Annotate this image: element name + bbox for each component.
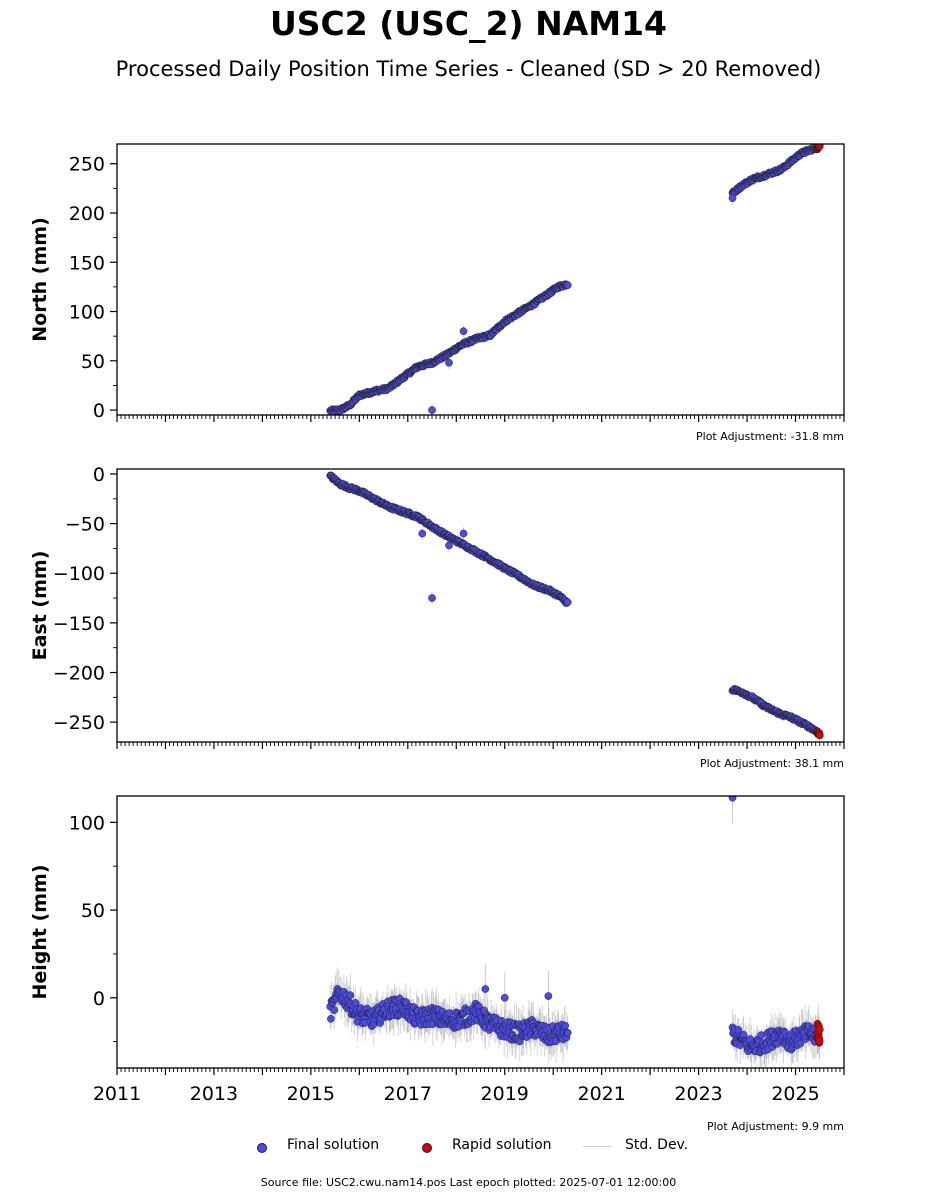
final-outlier-point: [418, 529, 427, 538]
x-tick-label: 2011: [93, 1083, 141, 1105]
plot-adjustment-note: Plot Adjustment: 38.1 mm: [700, 757, 844, 770]
panel-east: 0 −50 −100 −150 −200 −250 East (mm) Plot Adjust…: [29, 464, 845, 770]
final-outlier-point: [459, 529, 468, 538]
final-point: [796, 1039, 805, 1048]
final-outlier-point: [728, 796, 737, 802]
final-outlier-point: [445, 358, 453, 367]
axes-frame: [116, 468, 845, 743]
axes-frame: [116, 143, 845, 416]
x-tick-label: 2025: [771, 1083, 819, 1105]
y-axis-label: East (mm): [29, 551, 51, 661]
final-point: [561, 1021, 569, 1030]
x-tick-label: 2015: [287, 1083, 335, 1105]
y-tick-label: −50: [65, 514, 105, 536]
final-point: [346, 991, 355, 1000]
y-tick-label: 250: [69, 154, 105, 176]
x-tick-label: 2019: [481, 1083, 529, 1105]
final-outlier-point: [544, 992, 553, 1000]
source-footer: Source file: USC2.cwu.nam14.pos Last epo…: [260, 1176, 677, 1189]
y-tick-label: 150: [69, 252, 105, 274]
y-tick-label: −100: [53, 563, 105, 585]
y-tick-label: 100: [69, 812, 105, 834]
final-outlier-point: [500, 993, 509, 1002]
y-tick-label: 0: [93, 400, 105, 422]
rapid-marker-icon: [422, 1143, 432, 1153]
final-point: [757, 1031, 766, 1039]
data-area: [326, 796, 824, 1068]
x-tick-label: 2021: [577, 1083, 625, 1105]
chart-title: USC2 (USC_2) NAM14: [269, 4, 668, 43]
plot-adjustment-note: Plot Adjustment: 9.9 mm: [707, 1120, 844, 1133]
y-tick-label: −250: [53, 712, 105, 734]
legend-rapid-label: Rapid solution: [452, 1137, 552, 1153]
final-outlier-point: [445, 541, 453, 550]
legend-final-label: Final solution: [287, 1137, 380, 1153]
rapid-point: [815, 1037, 824, 1046]
final-marker-icon: [257, 1143, 267, 1153]
rapid-point: [815, 144, 824, 150]
y-axis-label: North (mm): [29, 217, 51, 342]
y-tick-label: 0: [93, 988, 105, 1010]
final-point: [563, 1028, 572, 1037]
data-area: [326, 471, 824, 740]
y-tick-label: 200: [69, 203, 105, 225]
final-outlier-point: [428, 594, 436, 602]
final-outlier-point: [728, 194, 737, 203]
final-outlier-point: [481, 985, 490, 993]
y-tick-label: 50: [81, 900, 105, 922]
x-tick-label: 2023: [674, 1083, 722, 1105]
y-tick-label: 0: [93, 464, 105, 486]
final-point: [563, 281, 572, 289]
legend-std-label: Std. Dev.: [625, 1137, 689, 1153]
y-tick-label: 100: [69, 302, 105, 324]
final-point: [330, 1006, 338, 1014]
y-tick-label: −150: [53, 613, 105, 635]
plot-adjustment-note: Plot Adjustment: -31.8 mm: [696, 430, 844, 443]
final-point: [563, 598, 572, 607]
final-point: [445, 1009, 454, 1017]
std-dev-line-icon: [583, 1146, 611, 1147]
final-point: [327, 1015, 335, 1023]
final-outlier-point: [459, 327, 468, 336]
data-area: [326, 144, 824, 415]
panel-north: 0 50 100 150 200 250 North (mm) Plot Adjustment…: [29, 143, 845, 443]
y-axis-label: Height (mm): [29, 864, 51, 999]
panel-height: 2011 2013 2015 2017 2019 2021 2023 2025 0 50 100 He…: [29, 795, 845, 1133]
final-outlier-point: [428, 406, 436, 414]
rapid-point: [815, 1025, 824, 1034]
y-tick-label: 50: [81, 351, 105, 373]
y-tick-label: −200: [53, 663, 105, 685]
chart-subtitle: Processed Daily Position Time Series - C…: [115, 57, 822, 81]
rapid-point: [815, 731, 824, 740]
x-tick-label: 2017: [384, 1083, 432, 1105]
x-tick-label: 2013: [190, 1083, 238, 1105]
